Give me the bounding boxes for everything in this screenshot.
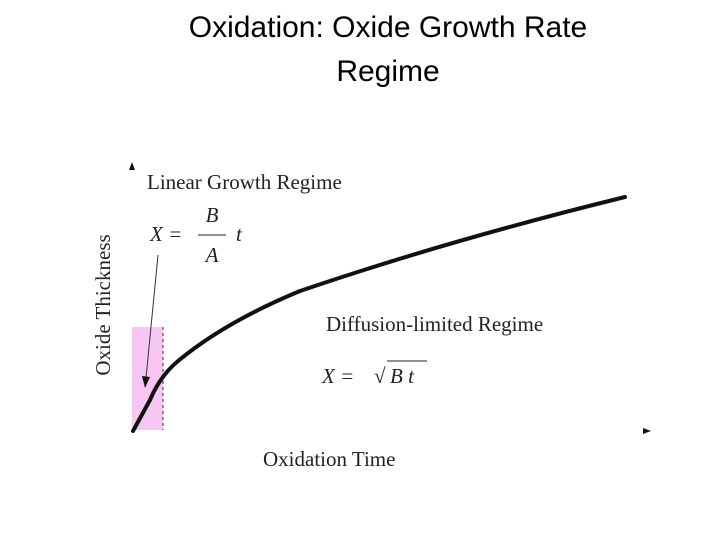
pointer-arrowhead <box>142 376 150 388</box>
pointer-line <box>145 254 159 379</box>
diffusion-radicand: B t <box>390 364 415 388</box>
linear-variable: t <box>236 222 243 246</box>
linear-regime-label: Linear Growth Regime <box>147 170 342 194</box>
diffusion-regime-label: Diffusion-limited Regime <box>326 312 543 336</box>
y-axis-arrowhead <box>129 162 135 170</box>
growth-curve <box>131 195 627 433</box>
diffusion-lhs: X = <box>321 364 354 388</box>
linear-lhs: X = <box>149 222 182 246</box>
linear-denominator: A <box>204 243 219 267</box>
x-axis-arrowhead <box>643 428 651 434</box>
linear-numerator: B <box>206 203 219 227</box>
y-axis-label: Oxide Thickness <box>91 234 115 375</box>
slide-title: Oxidation: Oxide Growth Rate Regime <box>188 11 588 88</box>
root-sign: √ <box>374 364 386 388</box>
x-axis-label: Oxidation Time <box>263 447 395 471</box>
